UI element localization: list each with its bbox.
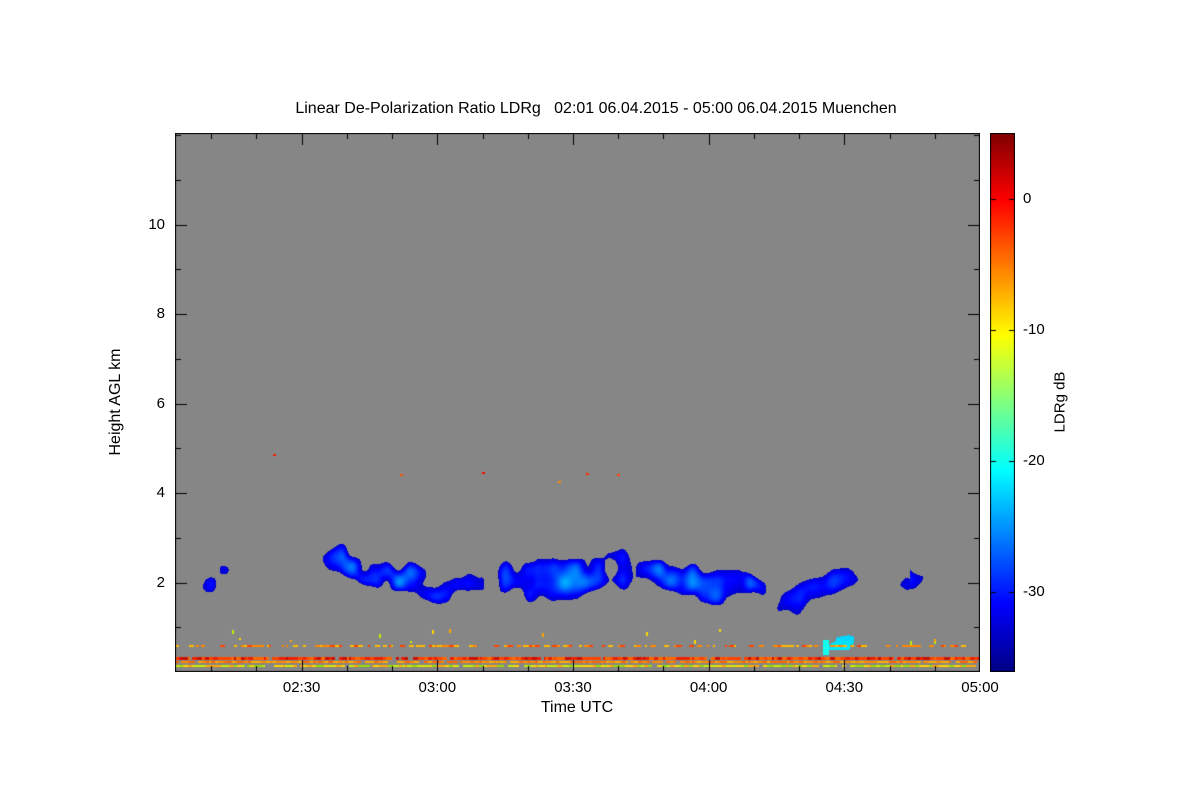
y-tick-label-6: 6 [156, 394, 165, 412]
x-tick-label-03:00: 03:00 [418, 679, 457, 696]
x-axis-label: Time UTC [540, 699, 614, 716]
colorbar [990, 133, 1015, 672]
y-tick-label-2: 2 [156, 573, 165, 591]
colorbar-tick-label--10: -10 [1023, 321, 1045, 338]
x-tick-label-04:30: 04:30 [825, 679, 864, 696]
colorbar-canvas [990, 133, 1015, 672]
colorbar-tick-label--30: -30 [1023, 583, 1045, 600]
chart-title: Linear De-Polarization Ratio LDRg 02:01 … [295, 100, 897, 117]
colorbar-tick-label-0: 0 [1023, 190, 1032, 207]
x-tick-label-05:00: 05:00 [961, 679, 999, 696]
heatmap-plot-area [175, 133, 980, 672]
y-tick-label-4: 4 [156, 484, 165, 502]
y-tick-label-10: 10 [148, 215, 165, 233]
y-tick-label-8: 8 [156, 305, 165, 323]
x-tick-label-03:30: 03:30 [554, 679, 592, 696]
colorbar-axis-label: LDRg dB [1051, 371, 1069, 433]
x-tick-label-02:30: 02:30 [282, 679, 321, 696]
y-axis-label: Height AGL km [107, 348, 124, 456]
x-tick-label-04:00: 04:00 [689, 679, 728, 696]
colorbar-tick-label--20: -20 [1023, 452, 1045, 469]
heatmap-canvas [175, 133, 980, 672]
